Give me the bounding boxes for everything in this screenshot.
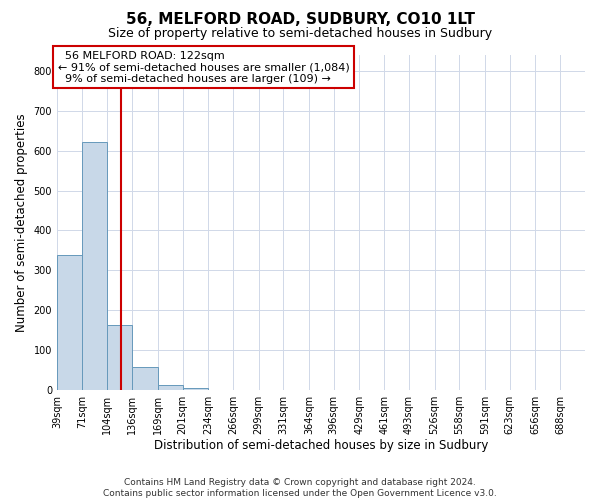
Bar <box>57 255 82 390</box>
Text: 56 MELFORD ROAD: 122sqm
← 91% of semi-detached houses are smaller (1,084)
  9% o: 56 MELFORD ROAD: 122sqm ← 91% of semi-de… <box>58 50 349 84</box>
X-axis label: Distribution of semi-detached houses by size in Sudbury: Distribution of semi-detached houses by … <box>154 440 488 452</box>
Bar <box>132 366 158 390</box>
Bar <box>107 325 132 390</box>
Text: Size of property relative to semi-detached houses in Sudbury: Size of property relative to semi-detach… <box>108 28 492 40</box>
Text: 56, MELFORD ROAD, SUDBURY, CO10 1LT: 56, MELFORD ROAD, SUDBURY, CO10 1LT <box>125 12 475 28</box>
Y-axis label: Number of semi-detached properties: Number of semi-detached properties <box>15 113 28 332</box>
Bar <box>82 142 107 390</box>
Bar <box>182 388 208 390</box>
Bar <box>158 385 182 390</box>
Text: Contains HM Land Registry data © Crown copyright and database right 2024.
Contai: Contains HM Land Registry data © Crown c… <box>103 478 497 498</box>
